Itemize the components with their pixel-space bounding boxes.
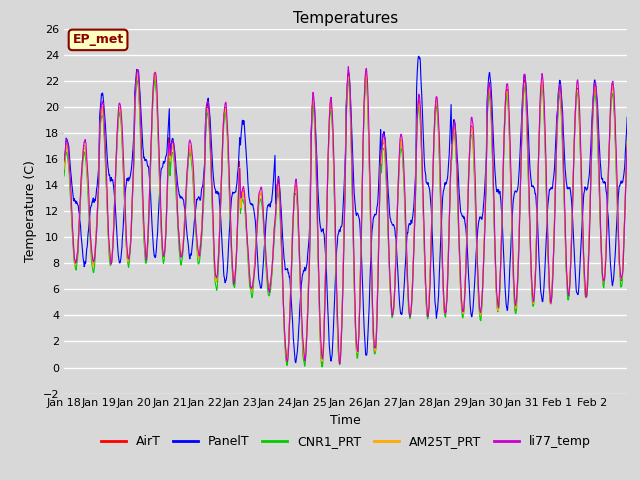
Y-axis label: Temperature (C): Temperature (C) [24,160,37,262]
PanelT [415,53,422,59]
AM25T_PRT [321,309,328,314]
Line: AirT: AirT [64,73,627,364]
CNR1_PRT [60,173,68,179]
PanelT [332,283,339,288]
PanelT [321,237,328,243]
PanelT [562,171,570,177]
li77_temp [623,142,631,148]
Line: li77_temp: li77_temp [64,67,627,364]
CNR1_PRT [148,118,156,123]
Line: AM25T_PRT: AM25T_PRT [64,72,627,363]
li77_temp [562,234,570,240]
AirT [283,361,291,367]
li77_temp [479,276,487,281]
li77_temp [331,193,339,199]
PanelT [60,156,68,162]
Text: EP_met: EP_met [72,34,124,47]
Legend: AirT, PanelT, CNR1_PRT, AM25T_PRT, li77_temp: AirT, PanelT, CNR1_PRT, AM25T_PRT, li77_… [96,430,595,453]
AirT [562,244,570,250]
AirT [148,112,156,118]
CNR1_PRT [623,139,631,144]
AM25T_PRT [336,360,344,366]
Line: CNR1_PRT: CNR1_PRT [64,78,627,367]
AM25T_PRT [60,166,68,172]
CNR1_PRT [617,283,625,288]
CNR1_PRT [321,302,329,308]
AM25T_PRT [562,243,570,249]
Line: PanelT: PanelT [64,56,627,362]
AM25T_PRT [623,138,631,144]
CNR1_PRT [332,247,339,252]
CNR1_PRT [562,249,570,254]
AM25T_PRT [617,274,625,280]
AirT [60,168,68,173]
Title: Temperatures: Temperatures [293,11,398,26]
PanelT [479,209,487,215]
AirT [617,276,625,282]
X-axis label: Time: Time [330,414,361,427]
AirT [151,71,159,76]
AirT [623,137,631,143]
li77_temp [617,273,625,279]
AM25T_PRT [332,227,339,232]
CNR1_PRT [318,364,326,370]
AM25T_PRT [148,113,156,119]
li77_temp [344,64,352,70]
AM25T_PRT [151,69,159,75]
PanelT [148,223,156,228]
CNR1_PRT [479,279,487,285]
AirT [479,274,487,279]
li77_temp [60,158,68,164]
AM25T_PRT [479,275,487,281]
AirT [321,296,329,302]
PanelT [623,114,631,120]
li77_temp [336,361,344,367]
CNR1_PRT [151,75,159,81]
PanelT [292,360,300,365]
li77_temp [320,329,328,335]
PanelT [617,180,625,186]
AirT [332,243,339,249]
li77_temp [148,110,156,116]
